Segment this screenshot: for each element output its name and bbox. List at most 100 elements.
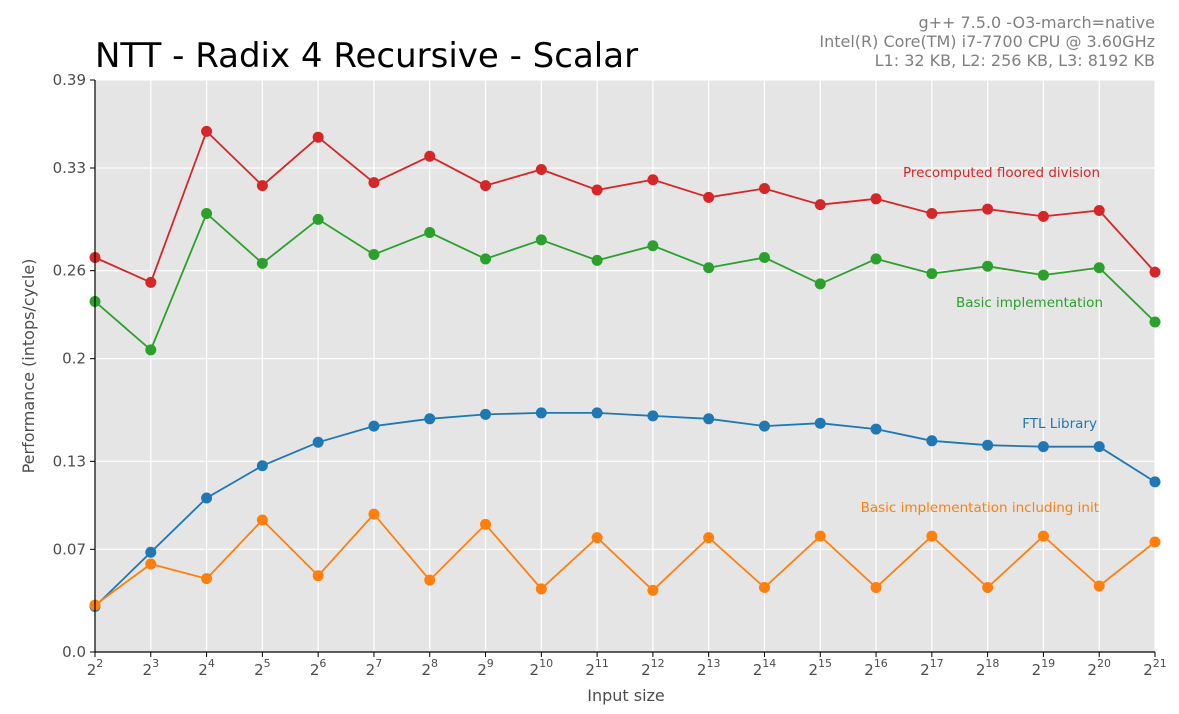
data-point — [1037, 269, 1049, 281]
x-tick-label: 28 — [421, 657, 438, 679]
x-tick-label: 218 — [976, 657, 1000, 679]
data-point — [368, 177, 380, 189]
x-tick-label: 212 — [641, 657, 665, 679]
x-tick-label: 210 — [530, 657, 554, 679]
data-point — [591, 407, 603, 419]
series-line — [94, 211, 1156, 352]
series-label-precomputed: Precomputed floored division — [903, 165, 1100, 181]
x-tick-label: 29 — [477, 657, 494, 679]
data-point — [647, 584, 659, 596]
data-point — [870, 581, 882, 593]
data-point — [535, 407, 547, 419]
data-point — [256, 460, 268, 472]
data-point — [1149, 266, 1161, 278]
series-0 — [89, 125, 1161, 288]
data-point — [368, 508, 380, 520]
chart-title: NTT - Radix 4 Recursive - Scalar — [95, 36, 638, 76]
data-point — [201, 573, 213, 585]
data-point — [982, 439, 994, 451]
x-tick-label: 22 — [87, 657, 104, 679]
data-point — [982, 581, 994, 593]
data-point — [256, 180, 268, 192]
data-point — [1093, 580, 1105, 592]
cpu-info: Intel(R) Core(TM) i7-7700 CPU @ 3.60GHz — [819, 32, 1155, 51]
data-point — [814, 530, 826, 542]
plot-area — [95, 80, 1155, 652]
x-tick-label: 220 — [1087, 657, 1111, 679]
x-tick-label: 216 — [864, 657, 888, 679]
data-point — [368, 420, 380, 432]
x-tick-label: 215 — [808, 657, 832, 679]
data-point — [312, 570, 324, 582]
x-tick-labels: 22 23 24 25 26 27 28 29 210 211 212 213 214 215 216 217… — [87, 657, 1167, 679]
x-tick-label: 211 — [585, 657, 609, 679]
data-point — [926, 207, 938, 219]
y-axis-label: Performance (intops/cycle) — [19, 259, 38, 474]
data-point — [424, 150, 436, 162]
data-point — [145, 546, 157, 558]
data-point — [312, 436, 324, 448]
data-point — [591, 184, 603, 196]
compiler-info: g++ 7.5.0 -O3-march=native — [918, 13, 1155, 32]
series-1 — [89, 207, 1161, 356]
data-point — [703, 191, 715, 203]
data-point — [591, 254, 603, 266]
series-label-basic-init: Basic implementation including init — [861, 500, 1099, 516]
series-line — [94, 129, 1156, 284]
data-point — [145, 558, 157, 570]
data-point — [1037, 441, 1049, 453]
data-point — [926, 530, 938, 542]
data-point — [982, 203, 994, 215]
data-point — [814, 278, 826, 290]
data-point — [647, 174, 659, 186]
data-point — [647, 410, 659, 422]
y-tick-label: 0.0 — [62, 643, 86, 661]
data-point — [703, 532, 715, 544]
x-tick-label: 214 — [753, 657, 777, 679]
y-tick-label: 0.39 — [53, 71, 86, 89]
series-3 — [89, 508, 1161, 611]
data-point — [145, 344, 157, 356]
x-tick-label: 26 — [310, 657, 327, 679]
data-point — [1149, 536, 1161, 548]
data-point — [814, 417, 826, 429]
data-point — [870, 253, 882, 265]
data-point — [926, 268, 938, 280]
y-tick-label: 0.07 — [53, 540, 86, 558]
series-line — [94, 512, 1156, 606]
data-point — [535, 163, 547, 175]
data-point — [1149, 476, 1161, 488]
data-point — [312, 213, 324, 225]
data-point — [814, 199, 826, 211]
y-tick-label: 0.13 — [53, 452, 86, 470]
data-point — [312, 131, 324, 143]
data-point — [424, 574, 436, 586]
data-point — [870, 423, 882, 435]
series-label-basic: Basic implementation — [956, 295, 1103, 311]
data-point — [758, 183, 770, 195]
data-point — [201, 492, 213, 504]
x-tick-label: 213 — [697, 657, 721, 679]
x-tick-label: 27 — [366, 657, 383, 679]
data-point — [480, 253, 492, 265]
data-point — [758, 420, 770, 432]
gridlines — [94, 79, 1156, 653]
x-tick-label: 221 — [1143, 657, 1167, 679]
data-point — [424, 413, 436, 425]
data-point — [758, 251, 770, 263]
data-point — [1149, 316, 1161, 328]
data-point — [703, 262, 715, 274]
x-tick-label: 24 — [198, 657, 215, 679]
x-tick-label: 25 — [254, 657, 271, 679]
x-tick-label: 23 — [143, 657, 160, 679]
axes — [90, 79, 1156, 657]
data-point — [535, 583, 547, 595]
data-point — [480, 180, 492, 192]
data-point — [480, 518, 492, 530]
data-point — [145, 276, 157, 288]
series-layer — [89, 125, 1161, 613]
data-point — [703, 413, 715, 425]
data-point — [256, 257, 268, 269]
y-tick-label: 0.33 — [53, 159, 86, 177]
